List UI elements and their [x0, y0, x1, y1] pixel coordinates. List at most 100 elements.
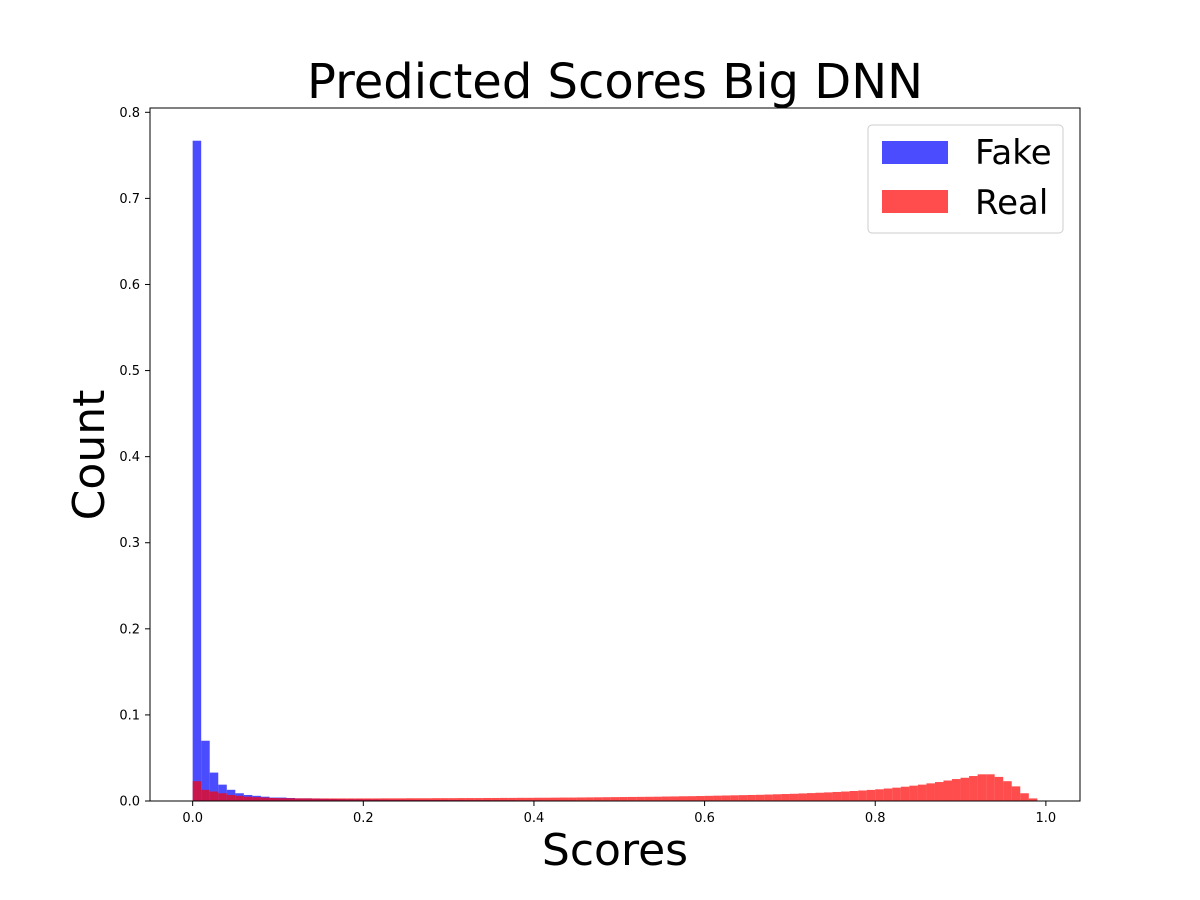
real-bar	[687, 796, 697, 801]
x-axis-ticks: 0.0 0.2 0.4 0.6 0.8 1.0	[182, 801, 1056, 826]
real-bar	[388, 798, 398, 801]
real-bar	[568, 797, 577, 801]
y-tick-label: 0.2	[119, 622, 140, 637]
fake-series-bars	[192, 140, 1046, 802]
real-bar	[994, 776, 1004, 801]
real-bar	[841, 791, 850, 801]
x-tick-label: 0.6	[694, 811, 715, 826]
real-bar	[1028, 798, 1038, 801]
real-bar	[806, 793, 816, 801]
real-bar	[696, 796, 705, 801]
real-bar	[252, 797, 261, 801]
y-axis-title: Count	[64, 390, 115, 521]
real-bar	[730, 795, 739, 801]
x-tick-label: 1.0	[1036, 811, 1057, 826]
real-bar	[516, 797, 526, 801]
real-bar	[747, 794, 756, 801]
real-bar	[977, 774, 987, 801]
real-bar	[832, 791, 842, 801]
y-tick-label: 0.4	[119, 450, 140, 465]
x-tick-label: 0.8	[865, 811, 886, 826]
real-bar	[1003, 781, 1012, 801]
real-bar	[405, 798, 415, 801]
real-bar	[943, 780, 953, 801]
fake-bar	[209, 772, 219, 801]
real-bar	[192, 781, 202, 801]
real-bar	[295, 798, 304, 801]
real-bar	[772, 794, 782, 801]
real-bar	[559, 797, 569, 801]
real-bar	[713, 795, 722, 801]
real-bar	[661, 796, 671, 801]
real-bar	[525, 797, 534, 801]
real-bar	[542, 797, 552, 801]
real-bar	[431, 798, 441, 801]
y-tick-label: 0.3	[119, 536, 140, 551]
real-bar	[627, 796, 637, 801]
real-bar	[764, 794, 773, 801]
fake-bar	[201, 740, 210, 801]
real-bar	[508, 797, 517, 801]
real-bar	[269, 797, 278, 801]
real-bar	[602, 797, 611, 801]
real-bar	[243, 796, 253, 801]
real-bar	[457, 798, 466, 801]
real-bar	[789, 793, 799, 801]
real-bar	[303, 798, 313, 801]
legend-label-real: Real	[975, 183, 1048, 223]
chart-title: Predicted Scores Big DNN	[307, 54, 923, 110]
real-bar	[533, 797, 543, 801]
real-bar	[798, 793, 807, 801]
real-bar	[969, 776, 978, 801]
real-bar	[499, 797, 509, 801]
real-bar	[474, 798, 483, 801]
legend: Fake Real	[867, 124, 1064, 234]
real-bar	[644, 796, 654, 801]
real-bar	[755, 794, 765, 801]
real-bar	[585, 797, 594, 801]
y-axis-ticks: 0.0 0.1 0.2 0.3 0.4 0.5 0.6 0.7 0.8	[119, 106, 150, 810]
x-axis-title: Scores	[542, 825, 688, 876]
y-tick-label: 0.7	[119, 192, 140, 207]
y-tick-label: 0.8	[119, 106, 140, 121]
real-bar	[363, 798, 372, 801]
real-bar	[235, 795, 244, 801]
real-bar	[320, 798, 330, 801]
real-bar	[738, 795, 748, 801]
real-bar	[917, 784, 927, 801]
real-bar	[593, 797, 603, 801]
real-bar	[986, 774, 995, 801]
real-bar	[704, 795, 714, 801]
real-bar	[448, 798, 458, 801]
real-bar	[670, 796, 679, 801]
real-bar	[721, 795, 731, 801]
real-bar	[465, 798, 475, 801]
real-bar	[414, 798, 424, 801]
real-series-bars	[192, 774, 1046, 801]
real-bar	[815, 792, 825, 801]
x-tick-label: 0.0	[182, 811, 203, 826]
real-bar	[354, 798, 364, 801]
real-bar	[380, 798, 389, 801]
real-bar	[440, 798, 449, 801]
real-bar	[892, 787, 901, 801]
real-bar	[576, 797, 586, 801]
real-bar	[875, 789, 884, 801]
legend-label-fake: Fake	[975, 133, 1052, 173]
real-bar	[482, 797, 492, 801]
real-bar	[277, 798, 287, 801]
real-bar	[934, 782, 944, 801]
real-bar	[909, 785, 918, 801]
real-bar	[610, 797, 620, 801]
legend-swatch-fake	[882, 141, 948, 164]
real-bar	[900, 786, 910, 801]
legend-swatch-real	[882, 190, 948, 213]
real-bar	[346, 798, 355, 801]
real-bar	[619, 797, 628, 801]
real-bar	[218, 793, 227, 801]
y-tick-label: 0.6	[119, 278, 140, 293]
fake-bar	[192, 140, 202, 802]
real-bar	[849, 791, 859, 801]
real-bar	[824, 792, 833, 801]
